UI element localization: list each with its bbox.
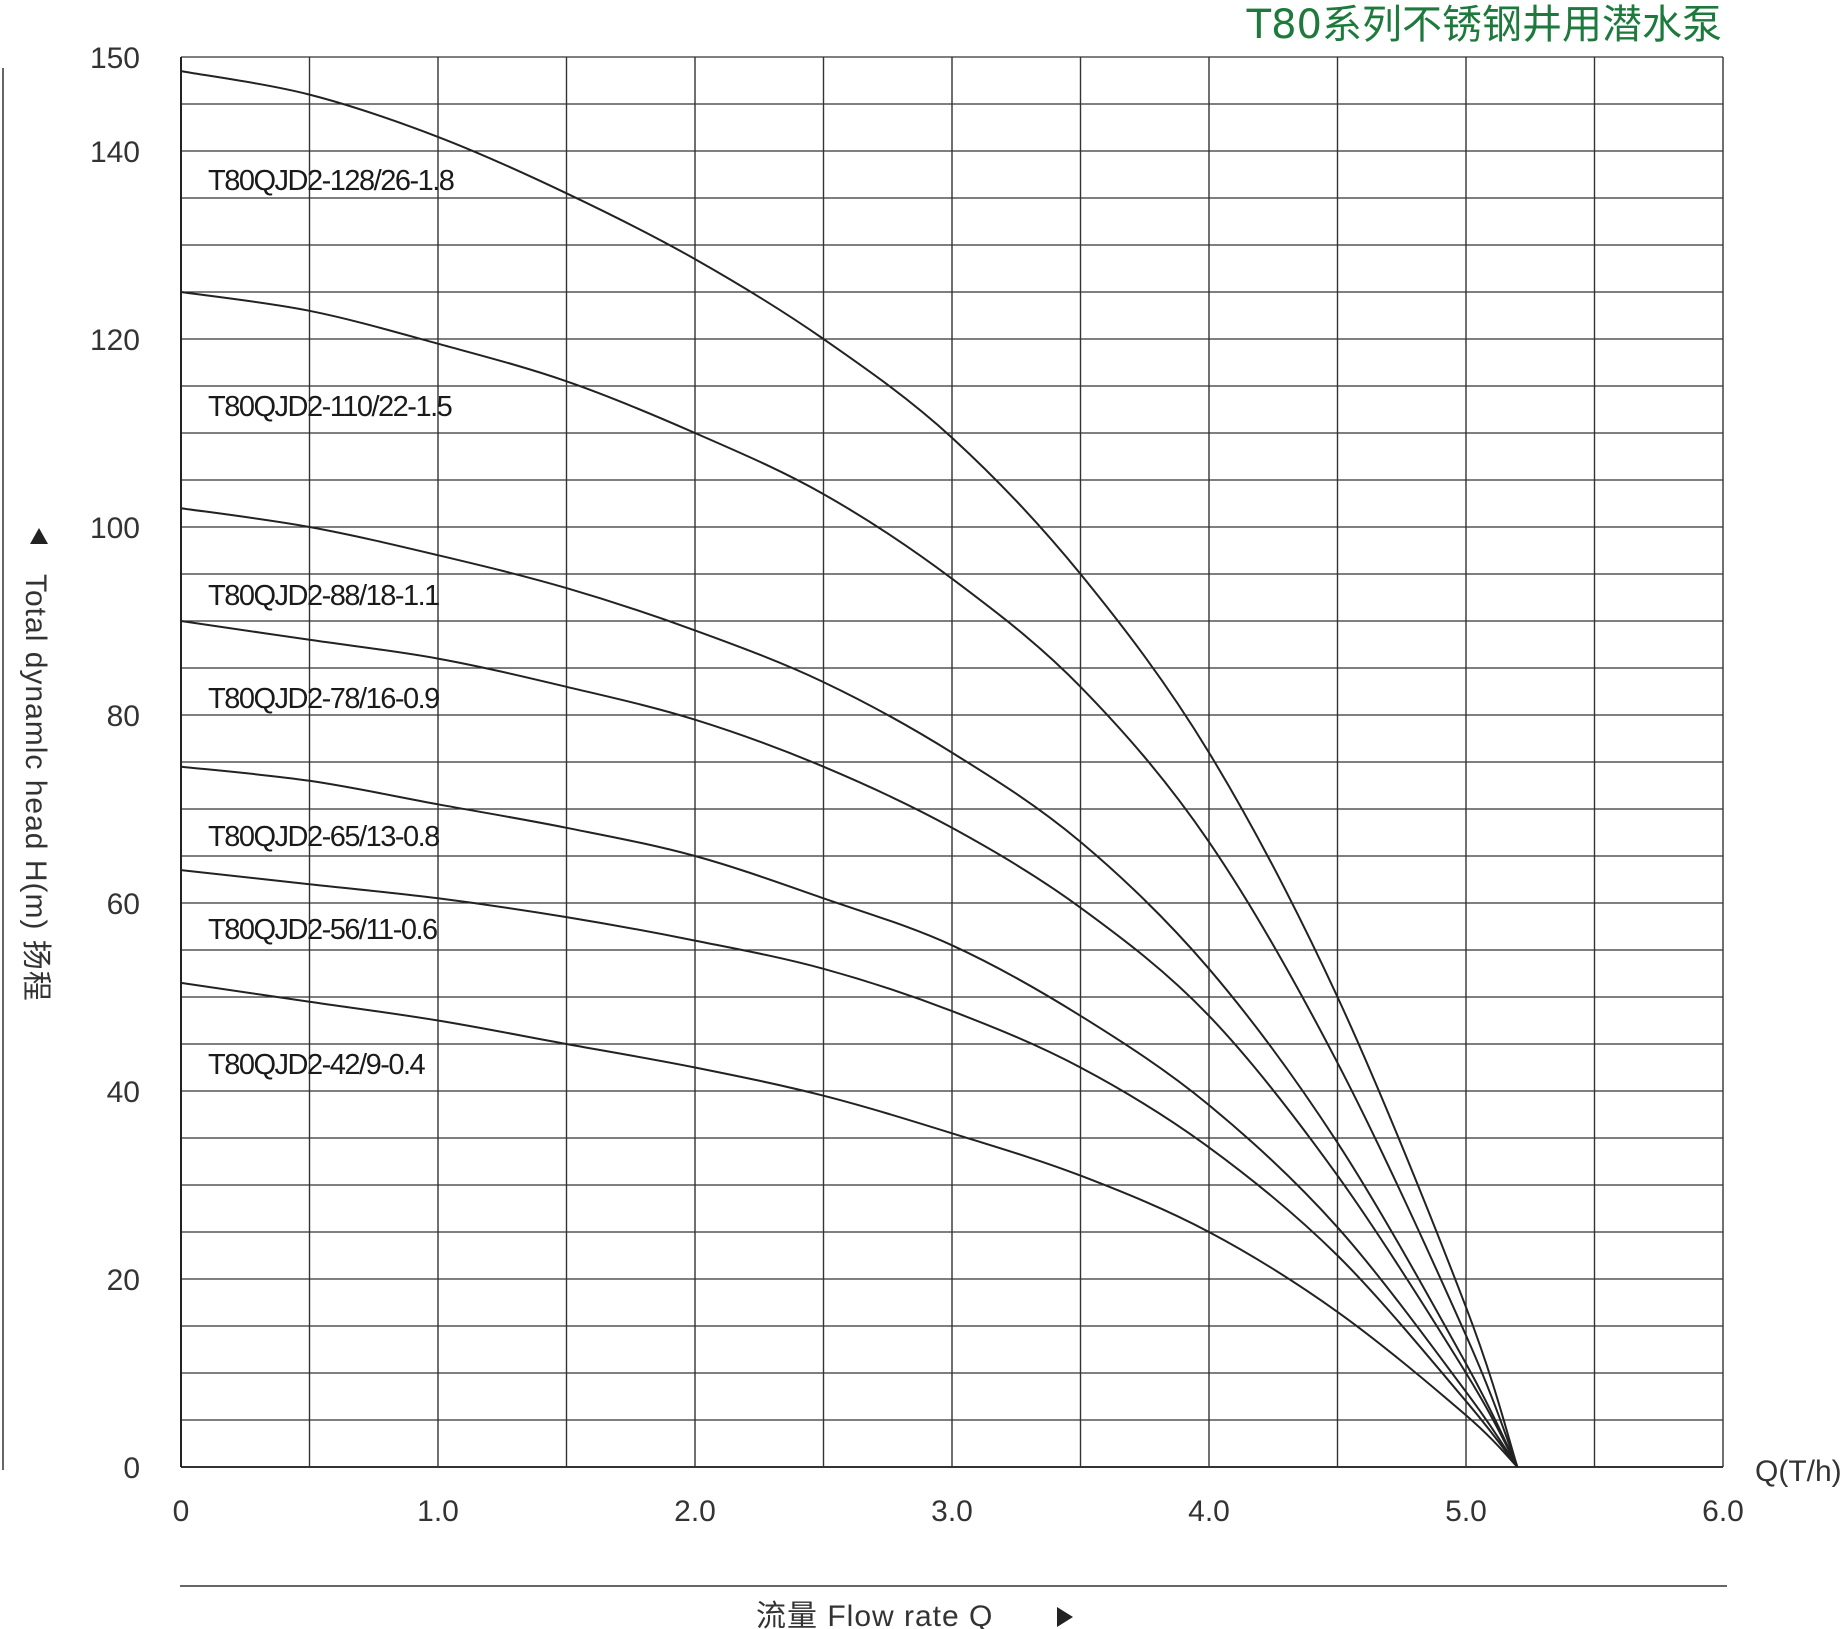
y-tick-label: 100	[90, 512, 140, 545]
series-curve-2	[180, 291, 1519, 1468]
series-label-3: T80QJD2-88/18-1.1	[208, 580, 439, 612]
y-tick-label: 20	[107, 1264, 140, 1297]
series-label-4: T80QJD2-78/16-0.9	[208, 683, 439, 715]
x-tick-label: 6.0	[1702, 1495, 1744, 1528]
x-tick-label: 4.0	[1188, 1495, 1230, 1528]
series-curve-7	[180, 981, 1519, 1468]
x-tick-label: 3.0	[931, 1495, 973, 1528]
y-tick-label: 0	[123, 1452, 140, 1485]
x-axis-title: 流量 Flow rate Q	[756, 1600, 993, 1629]
y-tick-label: 120	[90, 324, 140, 357]
y-tick-label: 140	[90, 136, 140, 169]
x-tick-label: 2.0	[674, 1495, 716, 1528]
series-curve-1	[180, 70, 1519, 1468]
x-tick-label: 1.0	[417, 1495, 459, 1528]
y-tick-label: 80	[107, 700, 140, 733]
curve-labels: T80QJD2-128/26-1.8 T80QJD2-110/22-1.5 T80Q…	[208, 165, 455, 1081]
series-curve-6	[180, 869, 1519, 1468]
y-tick-label: 40	[107, 1076, 140, 1109]
series-label-2: T80QJD2-110/22-1.5	[208, 391, 452, 423]
series-curve-5	[180, 765, 1519, 1468]
grid-lines	[180, 56, 1724, 1468]
series-label-1: T80QJD2-128/26-1.8	[208, 165, 454, 197]
x-tick-label: 5.0	[1445, 1495, 1487, 1528]
y-tick-label: 150	[90, 42, 140, 75]
y-axis-title: Total dynamlc head H(m) 扬程	[19, 574, 52, 1002]
chart-title: T80系列不锈钢井用潜水泵	[1246, 2, 1722, 48]
series-label-6: T80QJD2-56/11-0.6	[208, 914, 437, 946]
series-curve-3	[180, 507, 1519, 1468]
performance-curves	[180, 70, 1519, 1468]
series-curve-4	[180, 620, 1519, 1468]
series-label-7: T80QJD2-42/9-0.4	[208, 1049, 426, 1081]
x-axis-arrow-icon	[1057, 1607, 1073, 1627]
x-tick-label: 0	[173, 1495, 190, 1528]
y-tick-label: 60	[107, 888, 140, 921]
y-axis-arrow-icon	[30, 528, 48, 544]
series-label-5: T80QJD2-65/13-0.8	[208, 821, 439, 853]
tick-labels: 0 1.0 2.0 3.0 4.0 5.0 6.0 0 20 40 60 80 100 120 140 150	[90, 42, 1744, 1528]
x-unit-label: Q(T/h)	[1755, 1455, 1842, 1488]
